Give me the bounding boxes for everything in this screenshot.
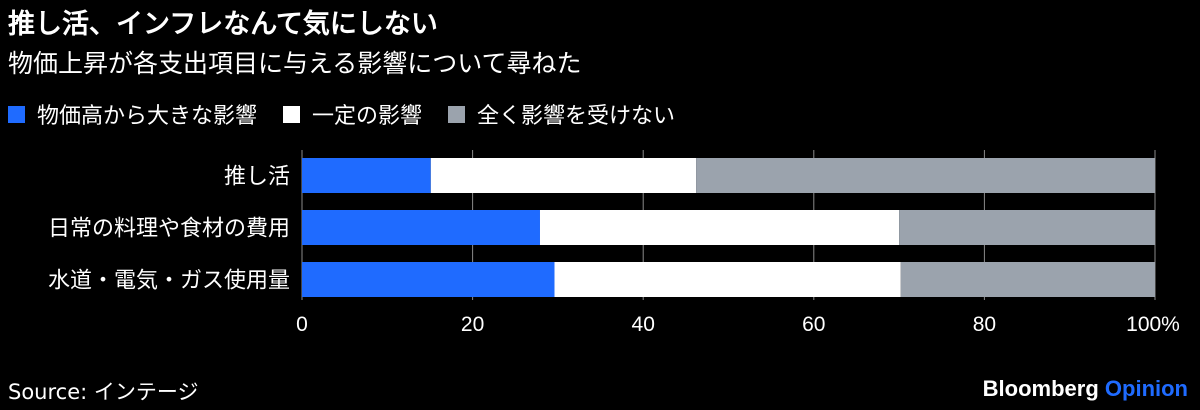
legend-label-no-impact: 全く影響を受けない <box>477 104 676 129</box>
category-label: 水道・電気・ガス使用量 <box>48 269 290 294</box>
brand-name: Bloomberg <box>982 376 1099 401</box>
legend-label-some-impact: 一定の影響 <box>312 104 423 129</box>
legend-swatch-major-impact <box>8 105 25 123</box>
x-tick-label: 80 <box>973 313 996 336</box>
x-tick-label: 20 <box>461 313 484 336</box>
chart-subtitle: 物価上昇が各支出項目に与える影響について尋ねた <box>8 49 582 78</box>
brand-logo: Bloomberg Opinion <box>983 376 1188 402</box>
legend-item-major-impact: 物価高から大きな影響 <box>8 98 257 130</box>
chart-title: 推し活、インフレなんて気にしない <box>8 9 438 40</box>
category-label: 日常の料理や食材の費用 <box>48 217 290 242</box>
legend-label-major-impact: 物価高から大きな影響 <box>37 104 258 129</box>
source-note: Source: インテージ <box>8 380 199 404</box>
bar-segment <box>430 158 697 193</box>
bar-segment <box>554 262 901 297</box>
bar-segment <box>696 158 1155 193</box>
brand-suffix: Opinion <box>1104 376 1188 401</box>
bar-segment <box>302 262 555 297</box>
bar-segment <box>899 210 1155 245</box>
x-tick-label: 40 <box>632 313 655 336</box>
legend-item-no-impact: 全く影響を受けない <box>448 98 675 130</box>
legend-swatch-no-impact <box>448 105 466 123</box>
legend: 物価高から大きな影響 一定の影響 全く影響を受けない <box>8 98 701 130</box>
x-tick-label: 0 <box>296 313 308 336</box>
legend-swatch-some-impact <box>283 105 301 123</box>
x-tick-label: 100% <box>1126 313 1180 336</box>
bar-segment <box>900 262 1155 297</box>
bar-segment <box>302 158 431 193</box>
category-label: 推し活 <box>224 165 290 190</box>
bar-segment <box>302 210 540 245</box>
x-tick-label: 60 <box>802 313 825 336</box>
bar-segment <box>539 210 900 245</box>
legend-item-some-impact: 一定の影響 <box>283 98 422 130</box>
